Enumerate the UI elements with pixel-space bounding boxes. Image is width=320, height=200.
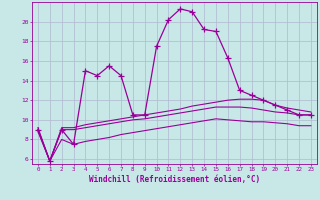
X-axis label: Windchill (Refroidissement éolien,°C): Windchill (Refroidissement éolien,°C) — [89, 175, 260, 184]
